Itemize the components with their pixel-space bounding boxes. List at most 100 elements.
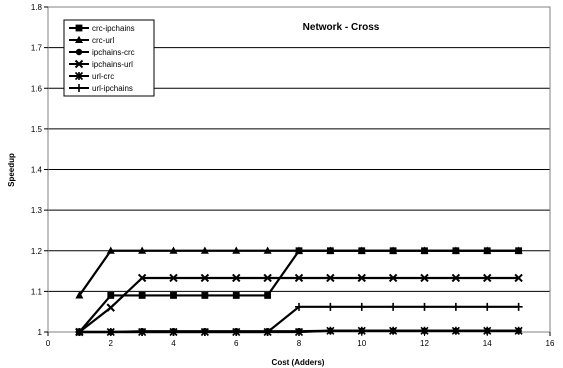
data-point	[514, 302, 523, 311]
legend-item: crc-url	[69, 35, 114, 45]
data-point	[232, 273, 241, 283]
data-point	[264, 292, 272, 299]
x-tick-label: 2	[109, 339, 114, 348]
data-point	[295, 246, 303, 254]
y-tick-label: 1.3	[31, 206, 43, 215]
legend-label: ipchains-url	[92, 60, 133, 69]
y-axis-ticks: 1 1.1 1.2 1.3 1.4 1.5 1.6 1.7 1.8	[31, 3, 48, 337]
data-point	[420, 326, 429, 335]
data-point	[326, 273, 335, 283]
x-tick-label: 6	[234, 339, 239, 348]
legend-label: crc-url	[92, 36, 114, 45]
x-tick-label: 0	[46, 339, 51, 348]
data-point	[483, 302, 492, 311]
legend-marker	[75, 48, 83, 56]
legend-label: ipchains-crc	[92, 48, 135, 57]
data-point	[483, 246, 492, 254]
data-point	[451, 246, 460, 254]
data-point	[263, 246, 272, 254]
legend: crc-ipchains crc-url ipchains-crc ipchains-…	[63, 19, 155, 97]
legend-label: url-crc	[92, 72, 114, 81]
data-point	[326, 302, 335, 311]
data-point	[200, 246, 209, 254]
data-point	[169, 328, 178, 336]
data-point	[420, 246, 429, 254]
legend-marker	[74, 71, 84, 81]
data-point	[483, 273, 492, 283]
data-point	[388, 273, 398, 283]
y-tick-label: 1.2	[31, 247, 43, 256]
series-ipchains-url	[75, 273, 523, 337]
x-tick-label: 16	[546, 339, 555, 348]
y-tick-label: 1.4	[31, 166, 43, 175]
series-layer	[75, 246, 523, 337]
y-tick-label: 1.5	[31, 125, 43, 134]
data-point	[514, 273, 523, 283]
legend-box	[63, 19, 155, 97]
data-point	[75, 291, 84, 299]
data-point	[232, 328, 241, 336]
legend-item: url-ipchains	[69, 84, 133, 93]
data-point	[263, 273, 272, 283]
data-point	[451, 302, 460, 311]
legend-marker	[74, 59, 84, 69]
data-point	[200, 273, 210, 283]
data-point	[451, 326, 460, 335]
data-point	[106, 246, 115, 254]
data-point	[389, 302, 398, 311]
y-tick-label: 1	[38, 328, 43, 337]
data-point	[263, 328, 272, 336]
data-point	[451, 273, 461, 283]
data-point	[106, 303, 115, 312]
x-tick-label: 12	[420, 339, 429, 348]
data-point	[75, 328, 84, 336]
chart-title: Network - Cross	[303, 22, 380, 33]
legend-marker	[75, 35, 83, 43]
legend-item: ipchains-url	[69, 59, 133, 69]
data-point	[294, 327, 304, 337]
legend-marker	[75, 84, 83, 92]
data-point	[357, 302, 366, 311]
data-point	[357, 273, 366, 283]
legend-item: ipchains-crc	[69, 48, 135, 57]
y-tick-label: 1.6	[31, 84, 43, 93]
data-point	[389, 246, 398, 254]
series-line	[78, 249, 519, 297]
series-crc-url	[75, 246, 523, 299]
data-point	[107, 292, 115, 299]
data-point	[420, 302, 429, 311]
x-tick-label: 14	[483, 339, 492, 348]
data-point	[514, 246, 523, 254]
data-point	[295, 302, 303, 311]
data-point	[137, 273, 147, 283]
data-point	[294, 273, 304, 283]
data-point	[232, 246, 241, 254]
x-tick-label: 10	[357, 339, 366, 348]
data-point	[483, 326, 492, 335]
x-tick-label: 8	[297, 339, 302, 348]
data-point	[326, 246, 335, 254]
data-point	[138, 328, 147, 336]
data-point	[389, 326, 398, 335]
legend-item: crc-ipchains	[69, 24, 135, 33]
data-point	[170, 292, 177, 299]
legend-label: crc-ipchains	[92, 24, 135, 33]
data-point	[357, 326, 366, 335]
data-point	[169, 273, 178, 283]
data-point	[106, 328, 115, 336]
data-point	[357, 246, 366, 254]
y-tick-label: 1.7	[31, 44, 43, 53]
legend-label: url-ipchains	[92, 84, 133, 93]
y-tick-label: 1.1	[31, 287, 43, 296]
x-tick-label: 4	[171, 339, 176, 348]
data-point	[138, 246, 147, 254]
data-point	[138, 292, 146, 299]
legend-item: url-crc	[69, 71, 114, 81]
x-axis-label: Cost (Adders)	[272, 358, 325, 367]
data-point	[169, 246, 178, 254]
series-url-ipchains	[75, 302, 523, 336]
data-point	[420, 273, 429, 283]
data-point	[200, 328, 209, 336]
y-axis-label: Speedup	[7, 153, 16, 187]
